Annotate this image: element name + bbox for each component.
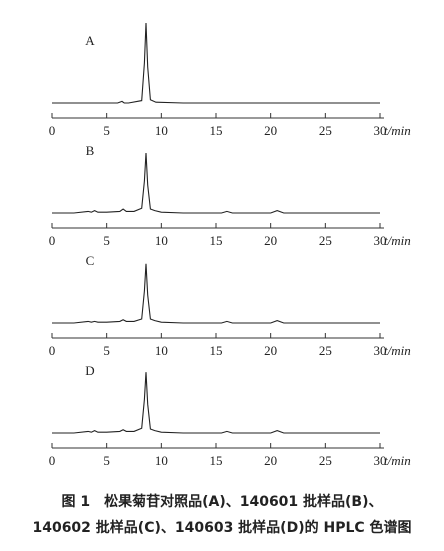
x-tick-label: 10 xyxy=(155,343,168,358)
x-tick-label: 15 xyxy=(210,123,223,138)
x-tick-label: 25 xyxy=(319,343,332,358)
caption-line: 140602 批样品(C)、140603 批样品(D)的 HPLC 色谱图 xyxy=(32,519,411,536)
x-tick-label: 5 xyxy=(103,123,110,138)
x-tick-label: 10 xyxy=(155,233,168,248)
x-tick-label: 15 xyxy=(210,343,223,358)
x-tick-label: 15 xyxy=(210,233,223,248)
x-tick-label: 30 xyxy=(374,233,387,248)
x-axis-label: t/min xyxy=(384,343,411,358)
chromatogram-trace xyxy=(52,22,380,104)
x-tick-label: 25 xyxy=(319,453,332,468)
x-tick-label: 5 xyxy=(103,453,110,468)
panel-label: A xyxy=(85,33,95,48)
x-tick-label: 5 xyxy=(103,343,110,358)
x-tick-label: 0 xyxy=(49,123,56,138)
x-tick-label: 10 xyxy=(155,123,168,138)
x-tick-label: 10 xyxy=(155,453,168,468)
x-tick-label: 20 xyxy=(264,453,277,468)
x-tick-label: 0 xyxy=(49,453,56,468)
x-tick-label: 15 xyxy=(210,453,223,468)
x-tick-label: 20 xyxy=(264,343,277,358)
x-axis-label: t/min xyxy=(384,233,411,248)
caption-line: 图 1 松果菊苷对照品(A)、140601 批样品(B)、 xyxy=(61,493,382,510)
chromatogram-trace xyxy=(52,263,380,324)
x-axis-label: t/min xyxy=(384,453,411,468)
x-tick-label: 30 xyxy=(374,123,387,138)
x-axis-label: t/min xyxy=(384,123,411,138)
x-tick-label: 5 xyxy=(103,233,110,248)
x-tick-label: 25 xyxy=(319,233,332,248)
x-tick-label: 30 xyxy=(374,453,387,468)
x-tick-label: 0 xyxy=(49,233,56,248)
panel-label: B xyxy=(86,143,95,158)
chromatogram-trace xyxy=(52,152,380,214)
x-tick-label: 25 xyxy=(319,123,332,138)
x-tick-label: 0 xyxy=(49,343,56,358)
panel-label: C xyxy=(86,253,95,268)
panel-label: D xyxy=(85,363,94,378)
x-tick-label: 20 xyxy=(264,233,277,248)
x-tick-label: 20 xyxy=(264,123,277,138)
chromatogram-trace xyxy=(52,372,380,434)
x-tick-label: 30 xyxy=(374,343,387,358)
